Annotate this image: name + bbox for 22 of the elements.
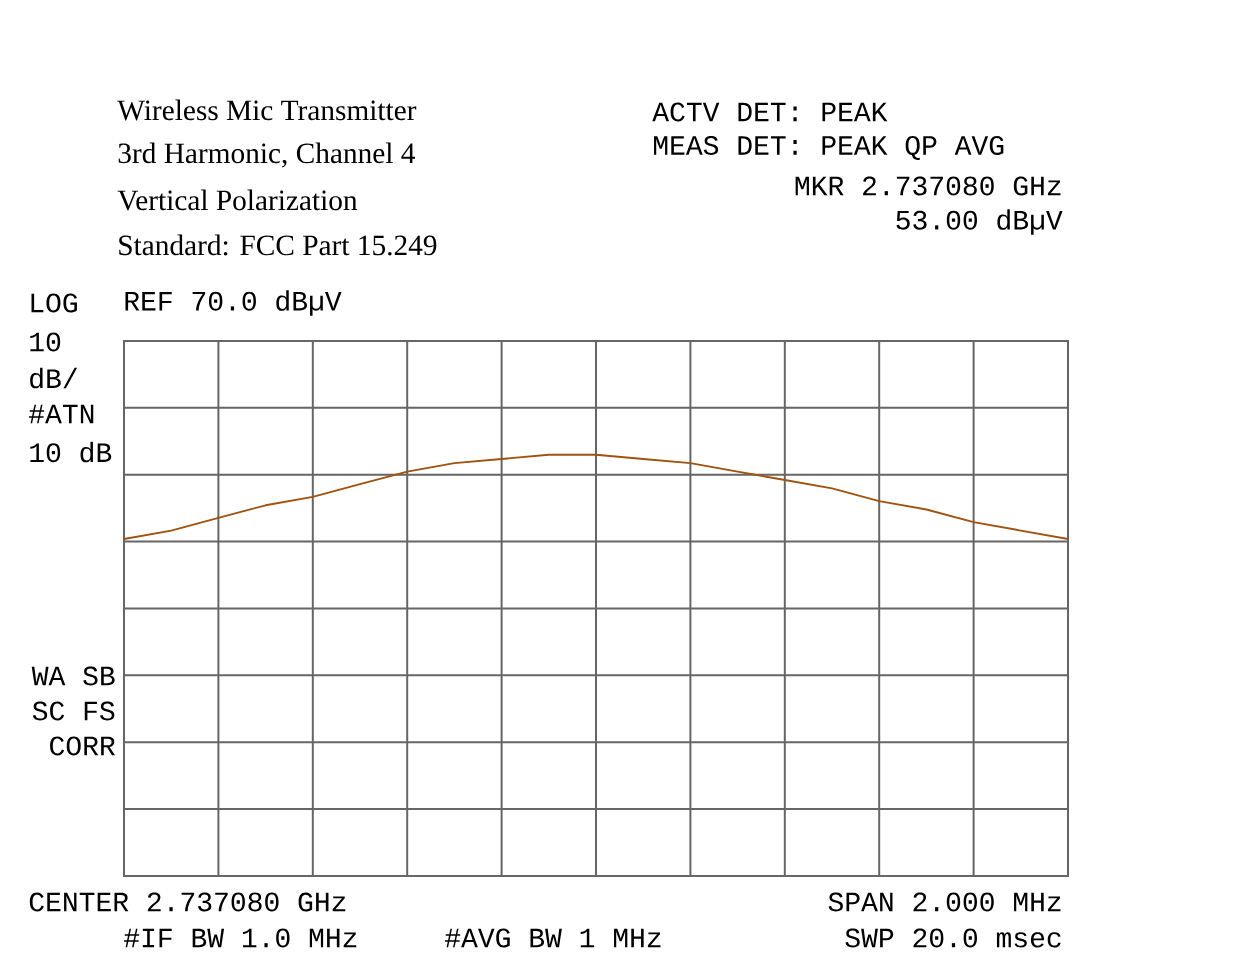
text: MEAS DET: PEAK QP AVG [654, 135, 1004, 160]
text: #AVG BW 1 MHz [445, 928, 661, 948]
text: 3rd Harmonic, Channel 4 [118, 142, 415, 168]
text: ACTV DET: PEAK [652, 102, 888, 122]
text: SC FS [32, 701, 115, 721]
text: SWP 20.0 msec [845, 928, 1061, 948]
text: CORR [50, 736, 116, 756]
text: 10 dB [30, 441, 112, 463]
text: Standard: FCC Part 15.249 [119, 234, 437, 256]
text: WA SB [31, 666, 115, 686]
text: Vertical Polarization [117, 189, 358, 211]
text: #IF BW 1.0 MHz [124, 928, 357, 948]
text: 53.00 dBµV [896, 209, 1063, 235]
text: CENTER 2.737080 GHz [29, 892, 346, 912]
chart-title: Wireless Mic Transmitter [117, 99, 417, 121]
text: 10 [30, 332, 61, 352]
text: REF 70.0 dBµV [125, 290, 342, 316]
text: MKR 2.737080 GHz [795, 176, 1061, 196]
text: #ATN [29, 404, 94, 424]
text: dB/ [30, 367, 78, 389]
text: LOG [31, 293, 77, 313]
text: SPAN 2.000 MHz [828, 892, 1061, 912]
